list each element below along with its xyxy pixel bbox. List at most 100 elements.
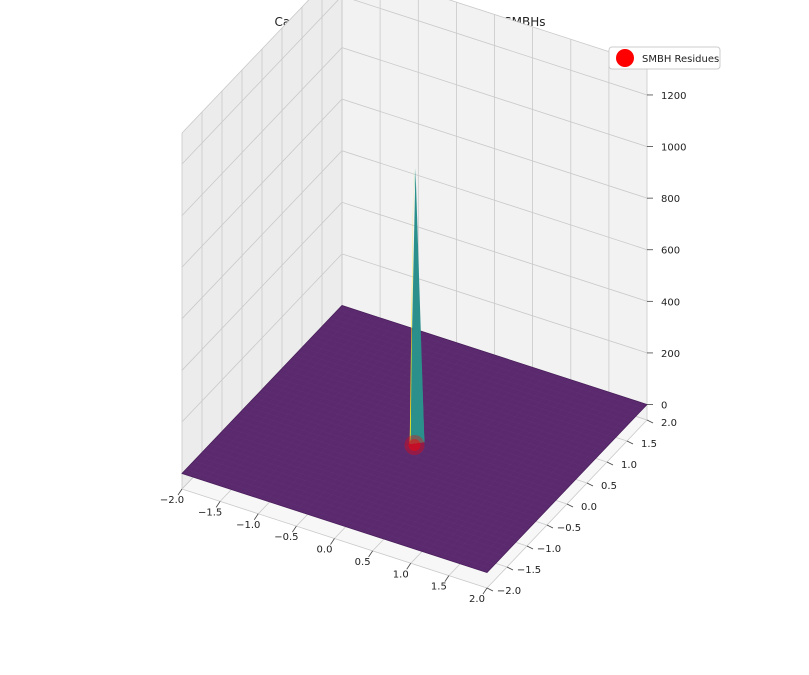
legend: SMBH Residues [608,46,721,70]
x-tick-mark [444,575,450,582]
scatter-points [404,435,425,456]
y-tick-label: −1.5 [517,565,541,576]
y-tick-label: −1.0 [537,544,561,555]
surface-mesh-line [479,401,640,571]
x-tick-label: 2.0 [469,594,485,605]
surface-mesh-line [249,401,556,502]
z-tick-label: 600 [661,246,680,257]
surface-mesh-line [418,382,579,551]
surface-mesh-line [281,368,588,468]
surface-mesh-line [235,322,396,491]
surface-mesh-line [309,338,616,439]
surface-mesh-line [402,377,564,546]
surface-mesh-line [305,343,612,443]
grid-line-z [181,253,648,423]
y-tick-mark [546,524,554,529]
surface-mesh-line [273,376,580,477]
spike-face-left [409,168,414,445]
surface-mesh-line [326,352,488,521]
surface-mesh-line [441,389,602,558]
surface-mesh-line [241,410,548,510]
surface-mesh-line [189,464,496,565]
surface-mesh-line [448,392,610,561]
x-tick-label: −1.0 [236,520,260,531]
y-tick-label: −2.0 [497,586,521,597]
x-tick-mark [482,587,488,595]
grid-line-z [181,47,648,216]
surface-mesh-line [325,322,632,422]
surface-mesh-line [387,372,549,541]
surface-mesh-line [380,369,541,539]
surface-mesh-line [285,364,592,464]
z-tick-label: 1000 [661,143,686,154]
surface-mesh-line [237,414,544,514]
legend-marker [616,49,634,67]
surface-mesh-line [303,344,465,514]
y-tick-mark [526,545,534,550]
surface-mesh-line [213,439,520,540]
surface-mesh-line [229,422,536,523]
x-tick-mark [368,550,373,558]
x-tick-mark [177,488,183,496]
surface-mesh-line [233,418,540,519]
x-tick-label: −2.0 [160,495,184,506]
surface-mesh-line [321,326,628,426]
y-tick-mark [586,482,594,487]
grid-line-z [181,0,648,165]
surface-mesh-line [201,452,508,552]
surface-plot [181,168,648,573]
y-tick-mark [606,461,614,466]
y-tick-mark [506,566,514,571]
z-tick-label: 800 [661,194,680,205]
surface-mesh-line [277,372,584,472]
surface-mesh-line [185,469,492,569]
x-tick-label: 0.0 [317,545,333,556]
surface-mesh-line [301,347,608,447]
y-tick-label: 1.0 [621,460,637,471]
surface-mesh-line [357,362,518,531]
grid-line-z [181,98,648,268]
surface-mesh-line [250,327,411,496]
surface-mesh-line [456,394,617,563]
y-tick-label: 2.0 [661,418,677,429]
surface-mesh-line [395,374,556,543]
z-tick-label: 400 [661,297,680,308]
axis-ticks: −2.0−1.5−1.0−0.50.00.51.01.52.0−2.0−1.5−… [160,91,687,605]
surface-mesh-line [221,431,528,531]
x-tick-mark [406,563,412,570]
x-tick-mark [292,525,297,533]
surface-mesh-line [296,342,457,511]
legend-box [608,46,721,70]
y-tick-mark [626,440,634,445]
surface-mesh-line [189,307,350,477]
y-tick-mark [566,503,574,508]
surface-mesh-line [289,359,596,460]
y-tick-label: 1.5 [641,439,657,450]
surface-mesh-line [245,406,552,506]
spike-face-front [409,168,425,445]
y-tick-label: −0.5 [557,523,581,534]
surface-mesh-line [337,309,644,409]
surface-mesh-line [197,456,504,556]
legend-label: SMBH Residues [642,54,719,65]
x-tick-label: 1.0 [393,569,409,580]
y-tick-label: 0.0 [581,502,597,513]
y-tick-label: 0.5 [601,481,617,492]
x-tick-label: −0.5 [274,532,298,543]
surface-mesh-line [225,427,532,527]
surface-mesh-line [317,330,624,430]
z-tick-label: 1200 [661,91,686,102]
y-tick-mark [646,419,654,424]
x-tick-label: 0.5 [355,557,371,568]
surface-mesh-line [273,335,434,504]
grid-line-z [181,150,648,319]
surface-mesh-line [253,397,560,498]
surface-mesh-line [212,315,373,484]
z-tick-label: 0 [661,401,667,412]
smbh-residue-point [404,435,425,456]
surface-mesh-line [227,320,388,489]
grid-line-z [181,0,648,134]
surface-mesh-line [209,443,516,544]
